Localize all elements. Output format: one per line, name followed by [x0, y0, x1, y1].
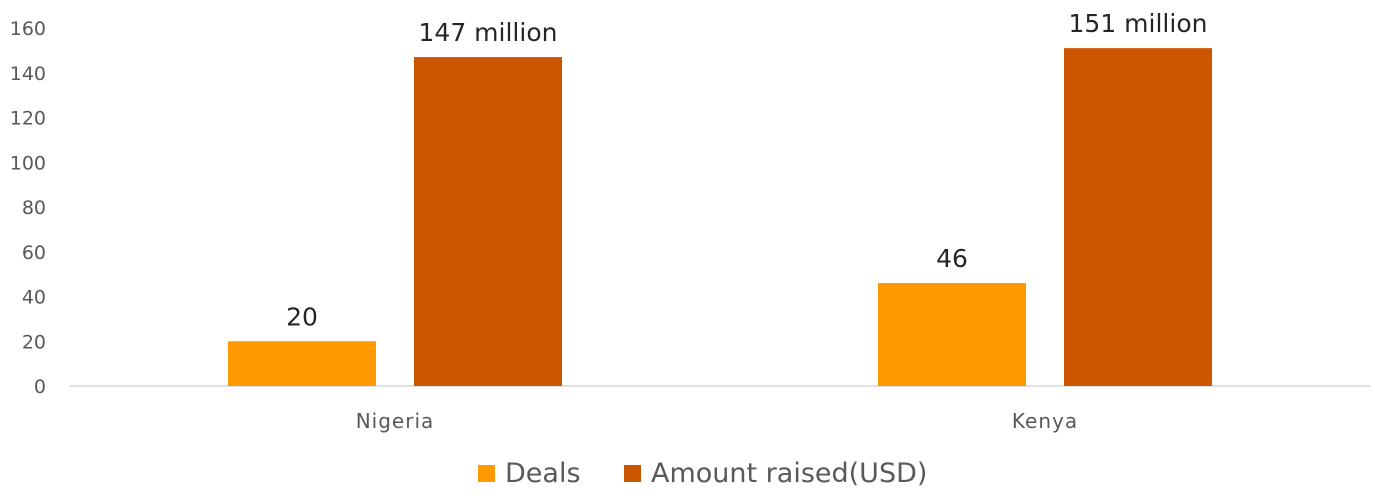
y-tick-label: 40 [22, 287, 46, 309]
bar-amount-raised-usd-kenya [1064, 48, 1212, 386]
data-label: 151 million [1069, 9, 1208, 38]
y-tick-label: 140 [10, 63, 46, 85]
bar-deals-kenya [878, 283, 1026, 386]
x-axis: Nigeria Kenya [356, 409, 1078, 433]
bar-deals-nigeria [228, 341, 376, 386]
data-label: 147 million [419, 18, 558, 47]
data-label: 20 [286, 302, 318, 331]
y-axis: 0 20 40 60 80 100 120 140 160 [10, 18, 46, 398]
y-tick-label: 160 [10, 18, 46, 40]
y-tick-label: 100 [10, 152, 46, 174]
legend: Deals Amount raised(USD) [478, 458, 927, 489]
data-label: 46 [936, 244, 968, 273]
y-tick-label: 120 [10, 108, 46, 130]
y-tick-label: 80 [22, 197, 46, 219]
legend-label: Deals [505, 458, 581, 489]
x-category-label: Nigeria [356, 409, 435, 433]
bars [228, 48, 1212, 387]
y-tick-label: 20 [22, 331, 46, 353]
x-category-label: Kenya [1012, 409, 1078, 433]
legend-swatch [624, 465, 641, 482]
data-labels: 20 147 million 46 151 million [286, 9, 1207, 331]
y-tick-label: 0 [34, 376, 46, 398]
legend-swatch [478, 465, 495, 482]
y-tick-label: 60 [22, 242, 46, 264]
bar-amount-raised-usd-nigeria [414, 57, 562, 387]
legend-label: Amount raised(USD) [651, 458, 927, 489]
